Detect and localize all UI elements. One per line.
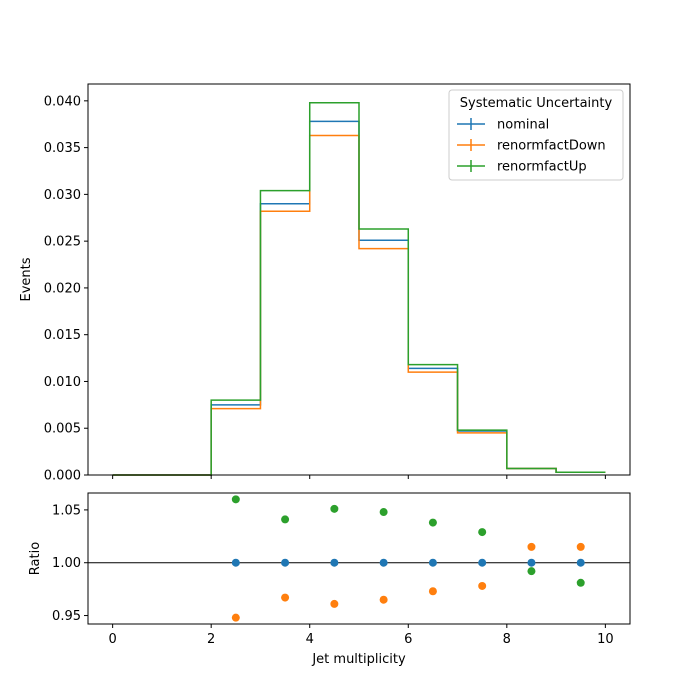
legend-entry-nominal: nominal xyxy=(457,118,549,133)
ratio-point-renormfactDown xyxy=(330,599,339,608)
ratio-point-renormfactDown xyxy=(428,587,437,596)
ratio-point-renormfactUp xyxy=(281,515,290,524)
ratio-point-nominal xyxy=(428,558,437,567)
histogram-ticks: 0.000 0.005 0.010 0.015 0.020 0.025 0.030 0.035… xyxy=(44,94,606,484)
ratio-series-renormfactDown xyxy=(231,542,585,622)
ratio-point-nominal xyxy=(576,558,585,567)
ratio-point-renormfactDown xyxy=(478,581,487,590)
series-renormfactUp xyxy=(112,101,606,476)
ratio-series-nominal xyxy=(231,558,585,567)
ratio-point-nominal xyxy=(231,558,240,567)
ratio-point-renormfactUp xyxy=(527,567,536,576)
ratio-point-renormfactDown xyxy=(527,542,536,551)
ratio-x-tick-label: 2 xyxy=(207,632,215,647)
ratio-x-tick-label: 6 xyxy=(404,632,412,647)
ratio-y-tick-label: 1.00 xyxy=(52,556,81,571)
legend: Systematic Uncertainty nominal renormfact… xyxy=(448,89,624,181)
histogram-axes-frame xyxy=(87,83,631,476)
ratio-ticks: 0 2 4 6 8 10 0.95 1.00 1.05 xyxy=(52,503,614,647)
ratio-y-axis-label: Ratio xyxy=(28,542,43,575)
ratio-points-layer xyxy=(231,495,585,622)
legend-label: renormfactUp xyxy=(497,160,587,175)
ratio-point-renormfactDown xyxy=(281,593,290,602)
ratio-point-renormfactUp xyxy=(428,518,437,527)
ratio-point-renormfactDown xyxy=(576,542,585,551)
ratio-point-renormfactUp xyxy=(330,504,339,513)
ratio-x-tick-label: 0 xyxy=(108,632,116,647)
legend-label: renormfactDown xyxy=(497,139,606,154)
histogram-y-tick-label: 0.010 xyxy=(44,375,81,390)
ratio-x-axis-label: Jet multiplicity xyxy=(311,652,406,667)
ratio-point-nominal xyxy=(527,558,536,567)
ratio-y-tick-label: 1.05 xyxy=(52,503,81,518)
legend-title: Systematic Uncertainty xyxy=(460,96,613,111)
histogram-y-tick-label: 0.000 xyxy=(44,469,81,484)
ratio-point-renormfactDown xyxy=(379,595,388,604)
histogram-y-tick-label: 0.020 xyxy=(44,281,81,296)
histogram-y-axis-label: Events xyxy=(19,257,34,301)
histogram-y-tick-label: 0.035 xyxy=(44,141,81,156)
histogram-y-tick-label: 0.005 xyxy=(44,422,81,437)
histogram-y-tick-label: 0.040 xyxy=(44,94,81,109)
histogram-y-tick-label: 0.025 xyxy=(44,235,81,250)
ratio-series-renormfactUp xyxy=(231,495,585,587)
histogram-series-layer xyxy=(112,101,606,476)
ratio-point-renormfactUp xyxy=(576,578,585,587)
histogram-y-tick-label: 0.015 xyxy=(44,328,81,343)
ratio-x-tick-label: 4 xyxy=(306,632,314,647)
histogram-panel: 0.000 0.005 0.010 0.015 0.020 0.025 0.030 0.035… xyxy=(19,83,631,484)
ratio-x-tick-label: 10 xyxy=(597,632,614,647)
ratio-point-renormfactUp xyxy=(379,508,388,517)
ratio-x-tick-label: 8 xyxy=(503,632,511,647)
ratio-point-renormfactDown xyxy=(231,613,240,622)
ratio-point-nominal xyxy=(379,558,388,567)
legend-entries: nominal renormfactDown renormfactUp xyxy=(457,118,606,175)
ratio-point-nominal xyxy=(330,558,339,567)
legend-box xyxy=(448,89,624,181)
ratio-point-renormfactUp xyxy=(478,528,487,537)
legend-entry-renormfactDown: renormfactDown xyxy=(457,139,606,154)
histogram-y-tick-label: 0.030 xyxy=(44,188,81,203)
step-line-renormfactUp xyxy=(112,101,606,476)
legend-entry-renormfactUp: renormfactUp xyxy=(457,160,587,175)
ratio-point-nominal xyxy=(478,558,487,567)
ratio-y-tick-label: 0.95 xyxy=(52,609,81,624)
ratio-panel: 0 2 4 6 8 10 0.95 1.00 1.05 Ratio Jet multiplici… xyxy=(28,492,631,667)
legend-label: nominal xyxy=(497,118,549,133)
ratio-point-renormfactUp xyxy=(231,495,240,504)
ratio-axes-frame xyxy=(87,492,631,625)
ratio-point-nominal xyxy=(281,558,290,567)
